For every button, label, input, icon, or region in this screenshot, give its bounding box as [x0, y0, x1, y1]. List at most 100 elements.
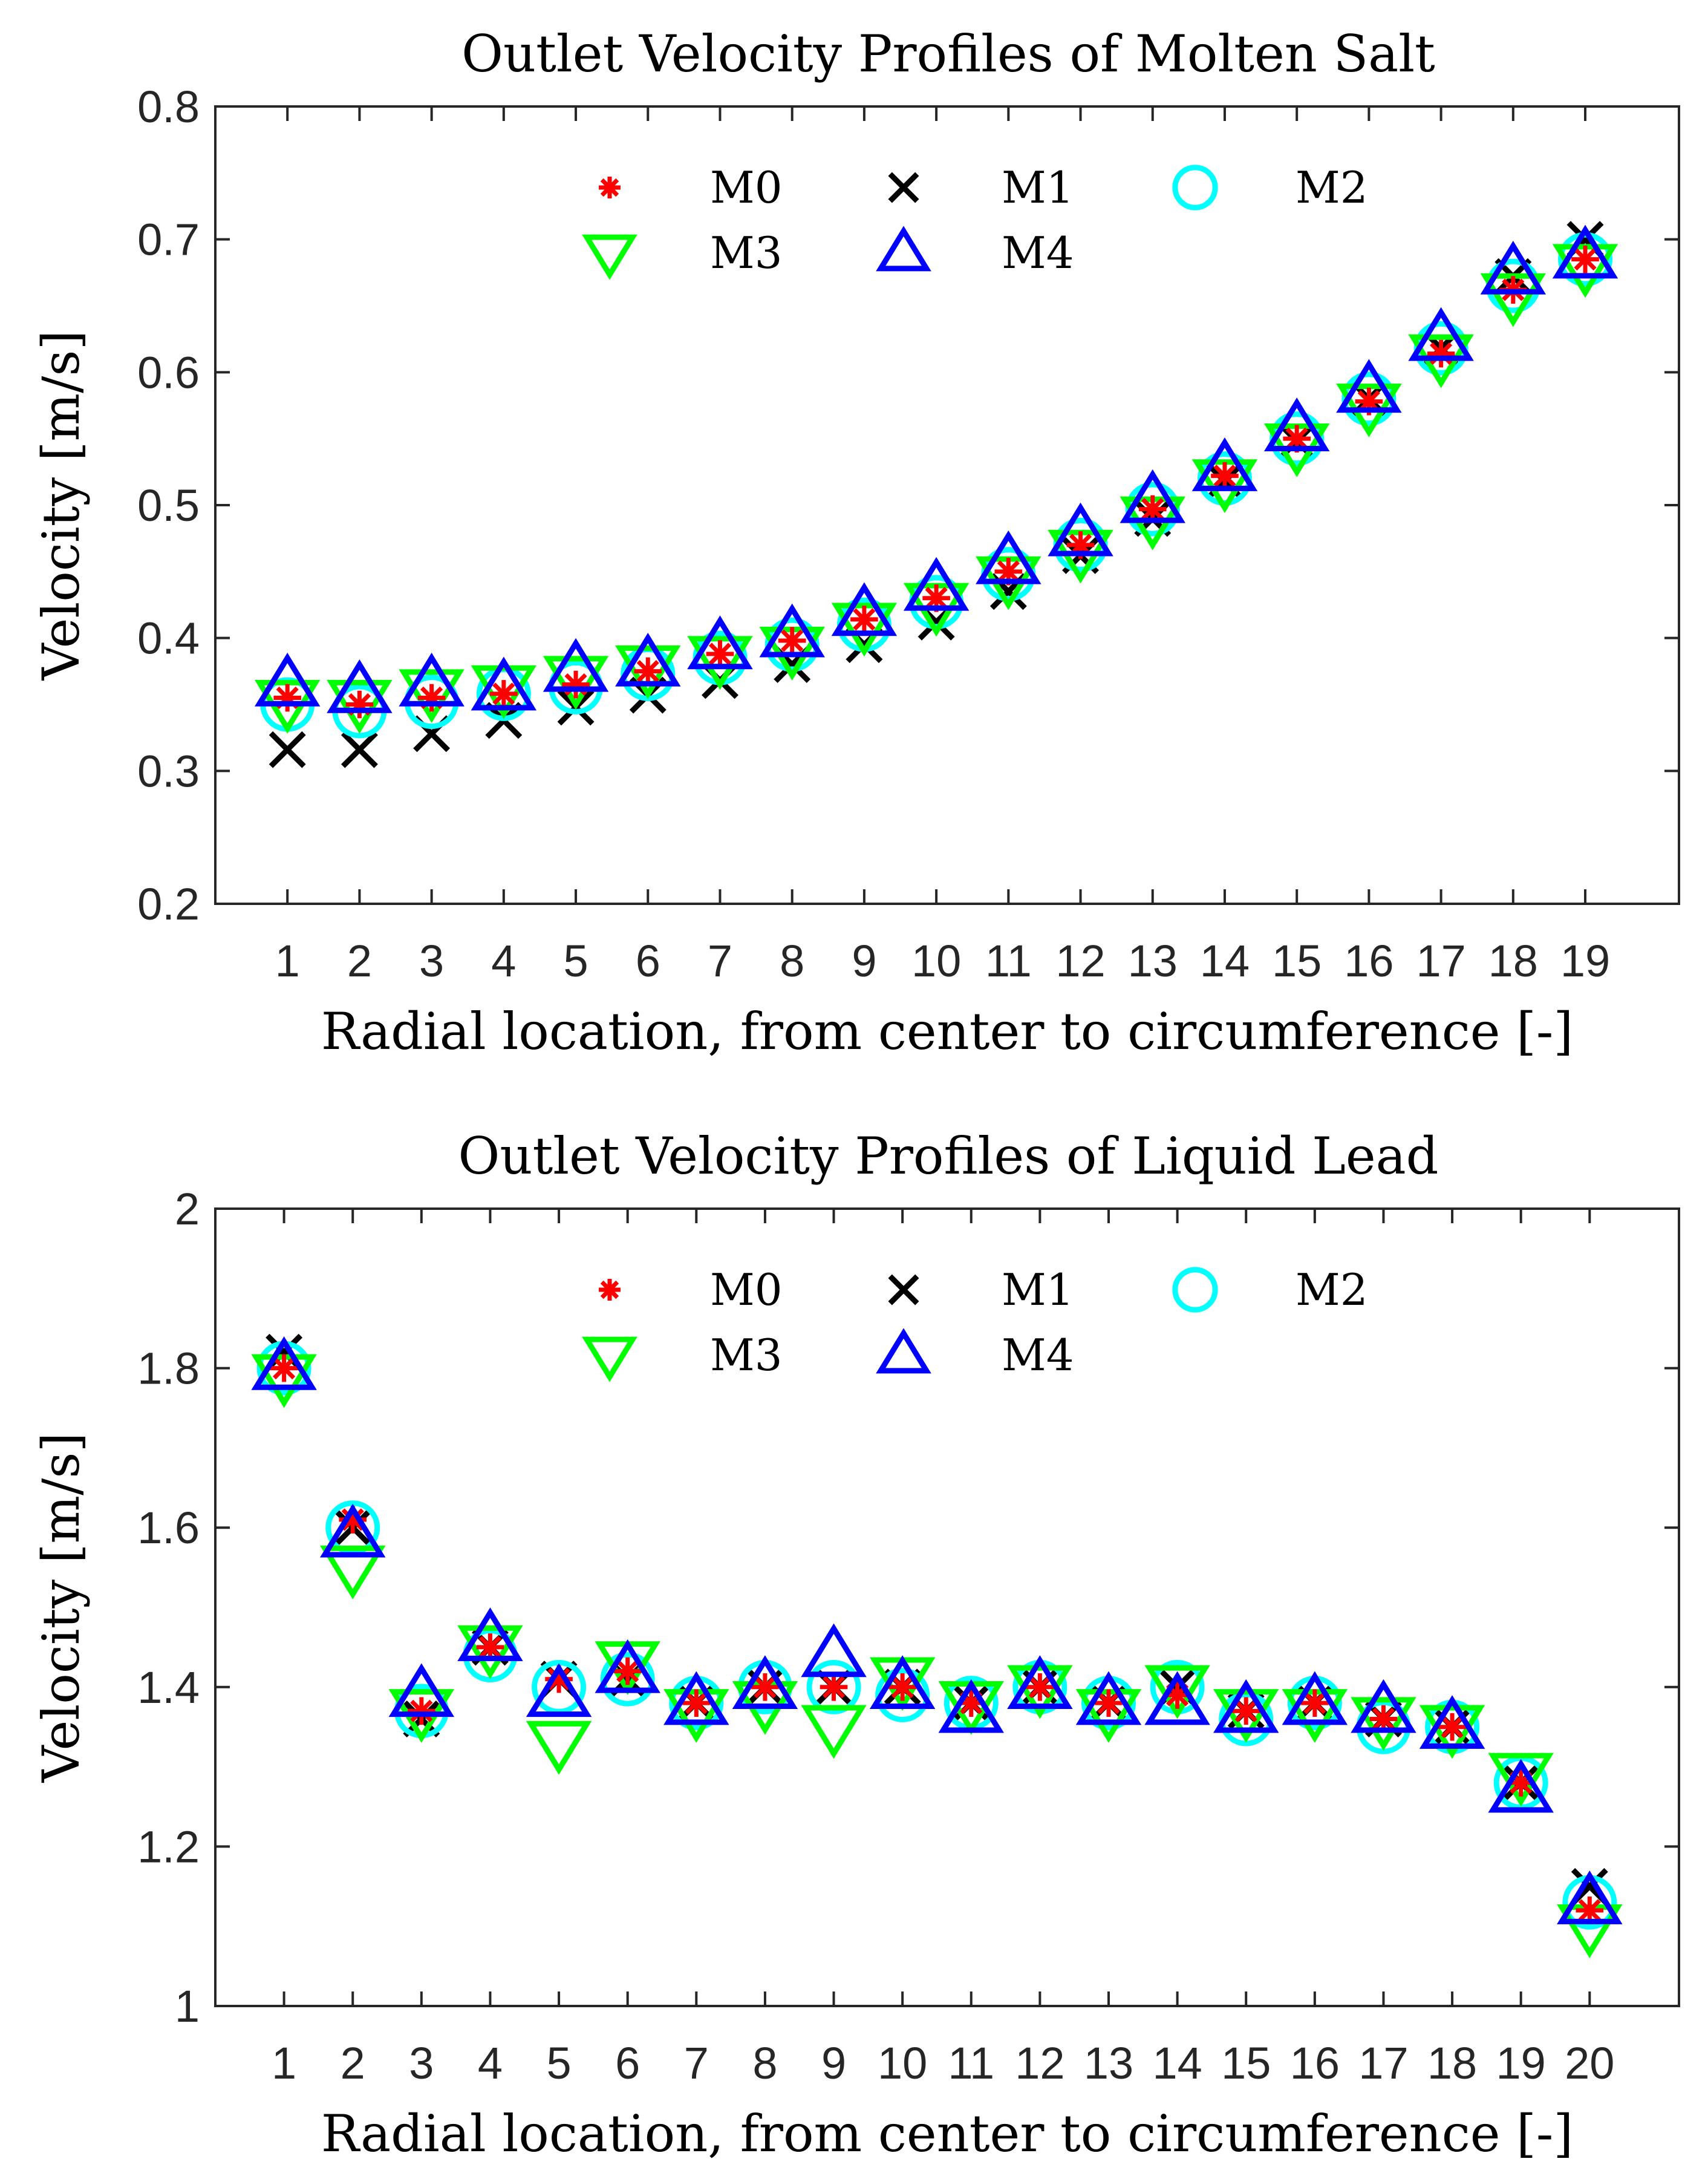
x-tick-label: 18	[1488, 936, 1538, 986]
x-tick-label: 8	[752, 2038, 777, 2088]
data-point-m4	[1419, 1695, 1485, 1749]
data-point-m4	[320, 1503, 386, 1558]
data-point-m1	[269, 731, 306, 768]
data-point-m0	[1576, 1897, 1604, 1924]
data-point-m4	[1480, 240, 1547, 295]
x-tick-label: 6	[615, 2038, 640, 2088]
x-tick-label: 16	[1290, 2038, 1340, 2088]
x-tick-label: 3	[409, 2038, 434, 2088]
data-point-m0	[957, 1689, 985, 1717]
data-point-m4	[1213, 1679, 1279, 1733]
x-tick-label: 13	[1128, 936, 1178, 986]
data-point-m3	[327, 679, 393, 734]
legend-label-m3: M3	[710, 1330, 783, 1380]
x-tick-label: 10	[878, 2038, 927, 2088]
data-point-m4	[1048, 502, 1113, 557]
data-point-m4	[1336, 359, 1402, 413]
legend-marker-m4	[876, 226, 931, 272]
chart-title: Outlet Velocity Profiles of Molten Salt	[461, 24, 1435, 83]
data-point-m1	[341, 731, 378, 768]
data-point-m0	[1138, 495, 1167, 523]
x-tick-label: 4	[478, 2038, 503, 2088]
y-tick-label: 0.2	[137, 879, 200, 929]
data-point-m2	[1341, 371, 1397, 426]
data-point-m3	[801, 1705, 867, 1759]
legend-label-m0: M0	[710, 1264, 783, 1315]
data-point-m4	[869, 1655, 936, 1709]
y-tick-label: 1	[175, 1981, 200, 2031]
legend-marker-m0	[599, 1279, 621, 1301]
data-point-m4	[1282, 1671, 1348, 1725]
data-point-m4	[1552, 224, 1618, 279]
data-point-m4	[595, 1639, 660, 1693]
x-axis-ticks: 1 2 3 4 5 6 7 8 9 10 11 12 13 14 15 16 17 18 19 20	[272, 1209, 1614, 2088]
data-point-m2	[600, 1652, 655, 1707]
data-points	[254, 221, 1618, 768]
data-point-m0	[1283, 425, 1311, 453]
x-tick-label: 11	[948, 2038, 994, 2088]
data-point-m3	[471, 665, 537, 719]
data-point-m4	[1191, 437, 1258, 491]
data-point-m0	[634, 657, 662, 685]
x-tick-label: 17	[1358, 2038, 1408, 2088]
legend-label-m2: M2	[1296, 162, 1368, 213]
y-tick-label: 0.3	[137, 746, 200, 796]
data-point-m0	[339, 1506, 367, 1534]
data-point-m3	[320, 1545, 386, 1599]
x-tick-label: 7	[708, 936, 732, 986]
y-axis-label: Velocity [m/s]	[31, 1433, 91, 1783]
y-axis-label: Velocity [m/s]	[31, 330, 91, 681]
legend-marker-m3	[582, 1336, 637, 1382]
data-point-m4	[543, 638, 609, 692]
data-point-m4	[1120, 469, 1185, 523]
data-point-m4	[1408, 307, 1474, 361]
data-point-m4	[1351, 1679, 1416, 1733]
data-point-m4	[1007, 1655, 1073, 1709]
data-point-m0	[1301, 1689, 1329, 1717]
data-point-m0	[820, 1673, 848, 1701]
data-point-m0	[1026, 1673, 1054, 1701]
data-point-m4	[732, 1655, 798, 1709]
y-tick-label: 1.8	[137, 1344, 200, 1394]
data-point-m0	[1571, 245, 1599, 273]
x-tick-label: 12	[1055, 936, 1105, 986]
data-point-m3	[526, 1720, 592, 1775]
x-tick-label: 1	[272, 2038, 296, 2088]
plot-area	[214, 105, 1680, 905]
data-point-m3	[687, 636, 753, 690]
data-point-m0	[850, 606, 878, 633]
data-point-m0	[1369, 1705, 1398, 1733]
data-point-m0	[613, 1657, 642, 1685]
data-point-m4	[254, 652, 321, 707]
data-point-m0	[778, 627, 806, 655]
x-tick-label: 13	[1084, 2038, 1133, 2088]
x-tick-label: 5	[546, 2038, 571, 2088]
data-point-m0	[345, 690, 374, 719]
data-point-m0	[1095, 1689, 1123, 1717]
x-tick-label: 16	[1344, 936, 1393, 986]
data-point-m0	[922, 584, 950, 612]
chart-liquid-lead: Outlet Velocity Profiles of Liquid Lead …	[31, 1126, 1680, 2163]
data-point-m4	[687, 615, 753, 670]
data-point-m0	[1066, 531, 1095, 559]
data-point-m4	[471, 656, 537, 711]
legend-marker-m3	[582, 234, 637, 280]
y-axis-ticks: 1 1.2 1.4 1.6 1.8 2	[137, 1184, 1679, 2031]
x-tick-label: 18	[1427, 2038, 1477, 2088]
data-point-m4	[327, 659, 393, 713]
x-tick-label: 17	[1416, 936, 1465, 986]
y-tick-label: 0.8	[137, 82, 200, 132]
legend: M0 M1 M2 M3 M4	[582, 1264, 1368, 1382]
data-point-m0	[888, 1673, 916, 1701]
data-point-m4	[251, 1336, 317, 1390]
legend-marker-m1	[888, 172, 919, 203]
x-tick-label: 19	[1560, 936, 1610, 986]
data-point-m4	[976, 530, 1041, 584]
x-tick-label: 10	[911, 936, 961, 986]
data-point-m4	[801, 1623, 867, 1678]
data-point-m0	[682, 1689, 711, 1717]
data-point-m4	[663, 1671, 729, 1725]
legend-label-m2: M2	[1296, 1264, 1368, 1315]
data-point-m3	[457, 1625, 523, 1679]
